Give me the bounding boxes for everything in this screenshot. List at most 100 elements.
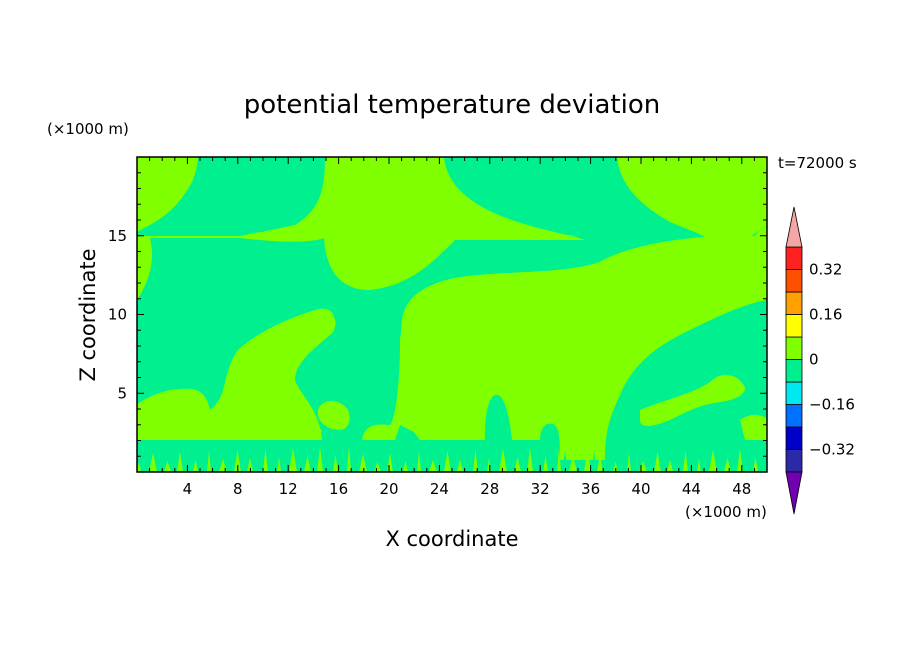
surface-finger [557, 447, 561, 472]
surface-finger [277, 457, 281, 472]
colorbar-segment [785, 404, 803, 428]
surface-finger [374, 462, 381, 472]
colorbar-under-triangle [785, 471, 803, 515]
field-negative-region [137, 157, 705, 440]
surface-finger [709, 450, 717, 472]
x-tick-label: 8 [233, 480, 243, 498]
surface-finger [527, 448, 533, 472]
surface-finger [409, 448, 416, 472]
surface-finger [619, 449, 626, 472]
y-axis-label: Z coordinate [76, 248, 100, 381]
surface-finger [562, 451, 568, 472]
surface-finger [298, 452, 303, 472]
x-unit-label: (×1000 m) [685, 503, 767, 521]
surface-finger [228, 446, 233, 472]
surface-finger [479, 454, 486, 472]
field-negative-region [137, 157, 325, 236]
field-positive-region [215, 311, 336, 435]
colorbar-segment [785, 246, 803, 270]
surface-finger [592, 450, 596, 472]
surface-finger [689, 455, 696, 472]
surface-finger [522, 461, 526, 472]
colorbar-segment [785, 314, 803, 338]
surface-finger [514, 457, 521, 472]
surface-finger [242, 454, 246, 472]
x-tick-label: 16 [329, 480, 348, 498]
surface-finger [247, 458, 253, 472]
colorbar-label: 0.32 [809, 261, 842, 279]
surface-finger [732, 462, 736, 472]
surface-finger [569, 455, 577, 472]
x-tick-label: 12 [279, 480, 298, 498]
time-label: t=72000 s [778, 154, 857, 172]
surface-finger [212, 455, 218, 472]
surface-finger [632, 457, 638, 472]
surface-finger [254, 462, 262, 472]
surface-finger [667, 460, 673, 472]
surface-finger [683, 451, 688, 472]
surface-finger [199, 447, 206, 472]
contour-field [137, 157, 767, 472]
field-positive-region [617, 157, 767, 236]
colorbar-label: 0.16 [809, 306, 842, 324]
surface-finger [324, 451, 332, 472]
surface-finger [164, 461, 171, 472]
x-tick-label: 20 [379, 480, 398, 498]
surface-finger [759, 461, 766, 472]
surface-finger [289, 448, 297, 472]
y-tick-label: 5 [117, 384, 127, 402]
chart-title: potential temperature deviation [244, 90, 660, 120]
field-positive-region [640, 375, 745, 426]
colorbar-segment [785, 449, 803, 473]
surface-finger [382, 449, 386, 472]
x-axis: 4 8 12 16 20 24 28 32 36 40 44 48 [149, 157, 755, 498]
surface-finger [597, 454, 603, 472]
colorbar-segment [785, 336, 803, 360]
surface-finger [193, 460, 198, 472]
field-positive-region [137, 157, 198, 226]
surface-finger [452, 455, 456, 472]
colorbar-segment [785, 381, 803, 405]
surface-finger [339, 459, 346, 472]
surface-finger [333, 455, 338, 472]
surface-finger [464, 446, 472, 472]
x-tick-label: 28 [480, 480, 499, 498]
field-positive-region [400, 226, 767, 440]
field-negative-region [137, 300, 767, 472]
surface-finger [457, 459, 463, 472]
colorbar-label: −0.32 [809, 441, 855, 459]
surface-finger [149, 453, 157, 472]
surface-finger [473, 450, 478, 472]
y-unit-label: (×1000 m) [47, 120, 129, 138]
colorbar-label: 0 [809, 351, 819, 369]
surface-finger [627, 453, 631, 472]
colorbar-segment [785, 269, 803, 293]
field-positive-region [137, 240, 152, 295]
surface-finger [394, 457, 402, 472]
colorbar-label: −0.16 [809, 396, 855, 414]
surface-finger [177, 452, 183, 472]
surface-finger [549, 460, 556, 472]
surface-finger [359, 454, 367, 472]
field-positive-region [137, 390, 210, 435]
x-tick-label: 32 [531, 480, 550, 498]
surface-fingering [137, 446, 766, 472]
surface-finger [613, 462, 618, 472]
surface-finger [578, 459, 583, 472]
surface-finger [499, 449, 507, 472]
y-axis: 5 10 15 [108, 172, 767, 457]
colorbar-over-triangle [785, 206, 803, 248]
surface-finger [263, 449, 268, 472]
surface-finger [282, 461, 288, 472]
surface-finger [648, 448, 653, 472]
colorbar-segment [785, 291, 803, 315]
surface-finger [234, 450, 241, 472]
surface-finger [429, 460, 437, 472]
x-tick-label: 48 [732, 480, 751, 498]
surface-finger [508, 453, 513, 472]
surface-finger [352, 450, 358, 472]
surface-finger [184, 456, 192, 472]
field-positive-region [317, 401, 350, 430]
surface-finger [604, 458, 612, 472]
